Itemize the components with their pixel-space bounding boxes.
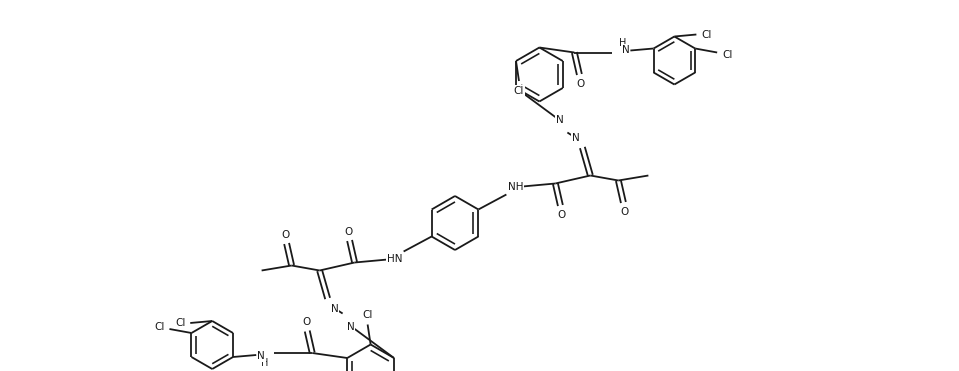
Text: HN: HN — [386, 255, 403, 265]
Text: H: H — [619, 37, 626, 47]
Text: Cl: Cl — [154, 322, 165, 332]
Text: O: O — [557, 210, 566, 220]
Text: N: N — [621, 45, 629, 55]
Text: NH: NH — [507, 181, 523, 191]
Text: N: N — [257, 351, 265, 361]
Text: N: N — [331, 303, 339, 313]
Text: N: N — [572, 132, 579, 142]
Text: O: O — [344, 227, 353, 236]
Text: O: O — [282, 230, 290, 240]
Text: O: O — [302, 317, 311, 327]
Text: Cl: Cl — [514, 86, 525, 96]
Text: H: H — [261, 358, 268, 368]
Text: Cl: Cl — [701, 30, 712, 39]
Text: Cl: Cl — [175, 318, 185, 328]
Text: Cl: Cl — [722, 49, 733, 59]
Text: O: O — [620, 207, 628, 217]
Text: N: N — [347, 322, 355, 332]
Text: N: N — [555, 115, 563, 125]
Text: O: O — [576, 79, 584, 89]
Text: Cl: Cl — [363, 309, 373, 319]
